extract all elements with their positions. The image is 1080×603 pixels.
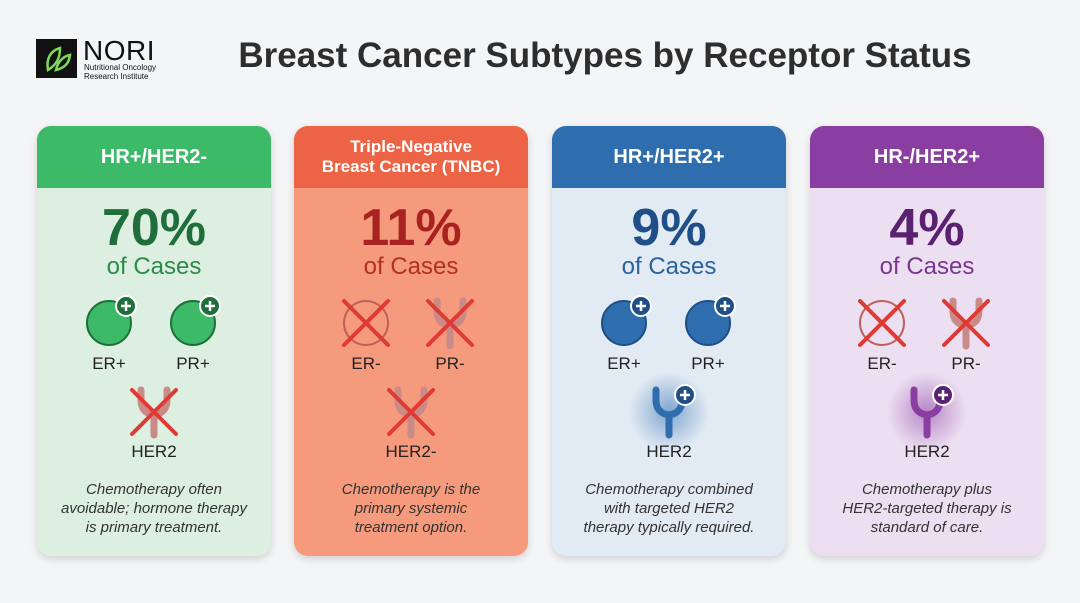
badge-plus bbox=[720, 301, 730, 311]
percent-unit: of Cases bbox=[879, 253, 975, 280]
receptor bbox=[394, 386, 428, 439]
note-line: primary systemic bbox=[354, 500, 468, 517]
receptor-icon bbox=[426, 297, 474, 350]
receptor-icon bbox=[601, 295, 652, 346]
receptor-icons bbox=[601, 295, 736, 452]
receptor bbox=[137, 386, 171, 439]
receptor-icon bbox=[685, 295, 736, 346]
card-title: HR-/HER2+ bbox=[873, 145, 981, 168]
note-line: is primary treatment. bbox=[85, 519, 223, 536]
logo-subtitle-line: Research Institute bbox=[84, 72, 149, 81]
receptor-label: ER+ bbox=[607, 354, 641, 373]
receptor-icon bbox=[170, 295, 221, 346]
receptor-label: PR+ bbox=[176, 354, 210, 373]
cross bbox=[342, 299, 390, 347]
card-title: HR+/HER2- bbox=[100, 145, 208, 168]
cross bbox=[942, 299, 990, 347]
receptor-label: HER2 bbox=[904, 442, 950, 461]
note-line: standard of care. bbox=[870, 519, 984, 536]
receptor-icons bbox=[86, 295, 221, 439]
receptor-label: ER- bbox=[351, 354, 381, 373]
receptor-label: PR- bbox=[951, 354, 981, 373]
receptor-label: PR+ bbox=[691, 354, 725, 373]
cross bbox=[858, 299, 906, 347]
badge-plus bbox=[938, 390, 948, 400]
percent: 4% bbox=[889, 199, 965, 257]
card-header: HR-/HER2+ bbox=[810, 126, 1044, 188]
receptor-icon bbox=[887, 372, 967, 452]
logo-mark bbox=[36, 39, 77, 78]
receptor bbox=[859, 300, 905, 346]
logo-icon bbox=[46, 46, 72, 73]
receptor-icon bbox=[130, 386, 178, 439]
note-line: therapy typically required. bbox=[583, 519, 755, 536]
badge-plus bbox=[636, 301, 646, 311]
card-title: HR+/HER2+ bbox=[613, 145, 725, 168]
receptor-label: PR- bbox=[435, 354, 465, 373]
card-header: HR+/HER2+ bbox=[552, 126, 786, 188]
badge-plus bbox=[121, 301, 131, 311]
cross bbox=[387, 388, 435, 436]
receptor-icon bbox=[86, 295, 137, 346]
receptor-label: HER2 bbox=[646, 442, 692, 461]
subtype-card: HR-/HER2+ 4% of Cases ER- PR- HER2 Chemotherap… bbox=[810, 126, 1044, 556]
cross bbox=[426, 299, 474, 347]
receptor-label: ER- bbox=[867, 354, 897, 373]
percent-unit: of Cases bbox=[106, 253, 202, 280]
receptor bbox=[949, 297, 983, 350]
cross bbox=[130, 388, 178, 436]
logo-subtitle-line: Nutritional Oncology bbox=[84, 63, 157, 72]
receptor bbox=[343, 300, 389, 346]
logo-subtitle: Nutritional Oncology Research Institute bbox=[84, 63, 156, 81]
card-header: Triple-Negative Breast Cancer (TNBC) bbox=[294, 126, 528, 188]
receptor bbox=[433, 297, 467, 350]
receptor-label: HER2 bbox=[131, 442, 177, 461]
percent-unit: of Cases bbox=[363, 253, 459, 280]
receptor-label: HER2- bbox=[385, 442, 437, 461]
badge-plus bbox=[205, 301, 215, 311]
logo-name: NORI bbox=[83, 35, 155, 66]
note-line: avoidable; hormone therapy bbox=[61, 500, 247, 517]
card-header: HR+/HER2- bbox=[37, 126, 271, 188]
note-line: Chemotherapy is the bbox=[341, 481, 481, 498]
note-line: Chemotherapy combined bbox=[585, 481, 753, 498]
percent: 11% bbox=[360, 199, 462, 257]
note-line: with targeted HER2 bbox=[603, 500, 735, 517]
receptor-label: ER+ bbox=[92, 354, 126, 373]
receptor-icons bbox=[342, 297, 474, 439]
receptor-icon bbox=[858, 299, 906, 347]
note-line: HER2-targeted therapy is bbox=[842, 500, 1012, 517]
badge-plus bbox=[680, 390, 690, 400]
note-line: Chemotherapy plus bbox=[861, 481, 993, 498]
note-line: treatment option. bbox=[354, 519, 468, 536]
note-line: Chemotherapy often bbox=[86, 481, 222, 498]
subtype-card: HR+/HER2+ 9% of Cases ER+ PR+ HER2 Chemotherap… bbox=[552, 126, 786, 556]
percent: 70% bbox=[101, 199, 207, 257]
receptor-icon bbox=[629, 372, 709, 452]
subtype-card: Triple-Negative Breast Cancer (TNBC) 11% of… bbox=[294, 126, 528, 556]
percent: 9% bbox=[631, 199, 707, 257]
subtype-card: HR+/HER2- 70% of Cases ER+ PR+ HER2 Chemothera… bbox=[37, 126, 271, 556]
receptor-icon bbox=[942, 297, 990, 350]
card-title: Breast Cancer (TNBC) bbox=[321, 157, 501, 176]
page-title: Breast Cancer Subtypes by Receptor Statu… bbox=[238, 36, 972, 75]
receptor-icon bbox=[342, 299, 390, 347]
percent-unit: of Cases bbox=[621, 253, 717, 280]
card-title: Triple-Negative bbox=[350, 137, 472, 156]
receptor-icon bbox=[387, 386, 435, 439]
receptor-icons bbox=[858, 297, 990, 452]
